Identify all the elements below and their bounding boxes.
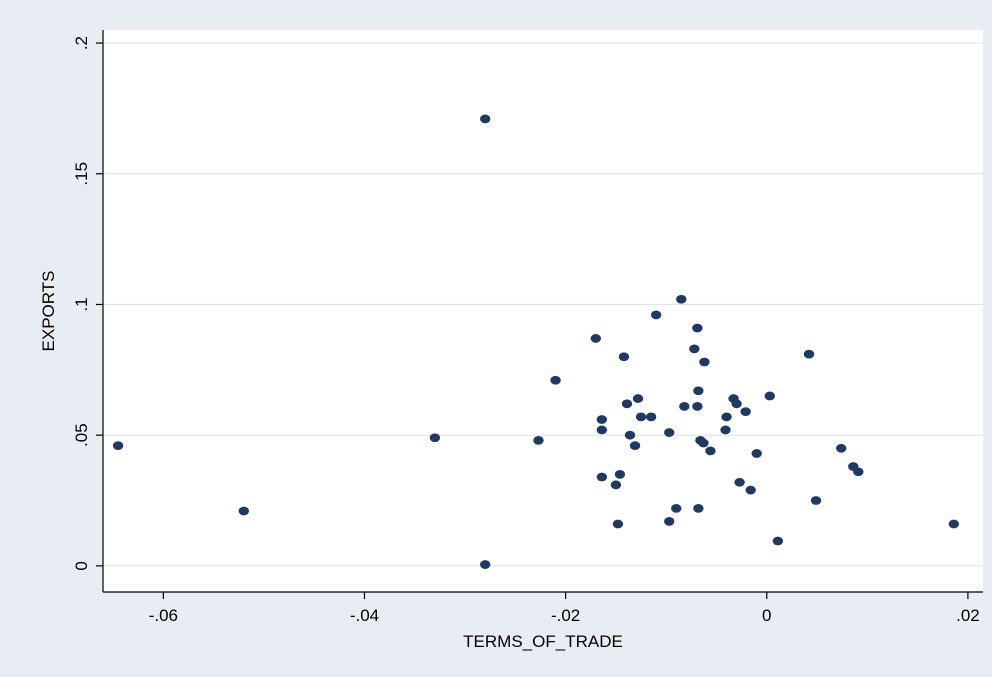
- data-point: [635, 412, 647, 422]
- data-point: [550, 375, 561, 385]
- data-point: [621, 399, 633, 409]
- data-point: [699, 357, 710, 367]
- data-point: [679, 402, 690, 411]
- data-point: [614, 469, 626, 479]
- data-point: [629, 441, 641, 451]
- data-point: [650, 310, 662, 320]
- data-point: [740, 407, 751, 417]
- axes: [102, 30, 983, 593]
- y-tick-label: .05: [72, 423, 91, 447]
- y-axis-title: EXPORTS: [39, 271, 58, 352]
- data-point: [698, 438, 709, 448]
- x-axis-title: TERMS_OF_TRADE: [463, 632, 623, 651]
- x-tick-label: .02: [956, 606, 980, 625]
- data-point: [676, 294, 687, 304]
- y-tick-label: .2: [72, 36, 91, 50]
- data-point: [692, 402, 703, 411]
- data-point: [720, 425, 731, 435]
- data-point: [533, 435, 544, 445]
- data-point: [853, 467, 864, 477]
- data-point: [734, 477, 745, 487]
- x-tick-label: -.06: [149, 606, 178, 625]
- data-point: [693, 503, 704, 513]
- y-tick-label: 0: [72, 561, 91, 570]
- data-point: [803, 349, 815, 359]
- data-point: [624, 430, 636, 440]
- grid-lines: [104, 42, 983, 567]
- data-point: [772, 536, 784, 546]
- data-point: [596, 415, 608, 424]
- data-point: [693, 386, 704, 396]
- data-point: [664, 517, 675, 526]
- data-point: [671, 503, 682, 513]
- data-point: [689, 344, 700, 354]
- data-point: [745, 485, 756, 495]
- data-points: [112, 114, 960, 569]
- plot-area: [103, 30, 983, 592]
- y-tick-label: .15: [72, 162, 91, 186]
- data-point: [731, 399, 742, 409]
- data-point: [590, 334, 601, 343]
- data-point: [612, 519, 624, 529]
- data-point: [479, 560, 491, 569]
- data-point: [721, 412, 732, 422]
- x-tick-label: 0: [762, 606, 771, 625]
- data-point: [664, 428, 675, 437]
- data-point: [948, 519, 960, 529]
- data-point: [618, 352, 630, 362]
- data-point: [810, 496, 822, 505]
- data-point: [632, 394, 644, 403]
- x-tick-label: -.04: [350, 606, 379, 625]
- x-tick-label: -.02: [551, 606, 580, 625]
- data-point: [596, 472, 608, 482]
- data-point: [429, 433, 441, 443]
- data-point: [835, 443, 847, 453]
- data-point: [238, 506, 249, 516]
- data-point: [610, 480, 622, 490]
- data-point: [645, 412, 657, 422]
- data-point: [596, 425, 608, 435]
- data-point: [692, 323, 703, 333]
- data-point: [479, 114, 491, 124]
- ticks: 0 .05 .1 .15 .2 -.06 -.04 -.02 0 .02: [72, 36, 980, 625]
- data-point: [705, 446, 716, 456]
- y-tick-label: .1: [72, 297, 91, 311]
- data-point: [751, 449, 762, 458]
- data-point: [112, 441, 124, 451]
- data-point: [764, 391, 775, 401]
